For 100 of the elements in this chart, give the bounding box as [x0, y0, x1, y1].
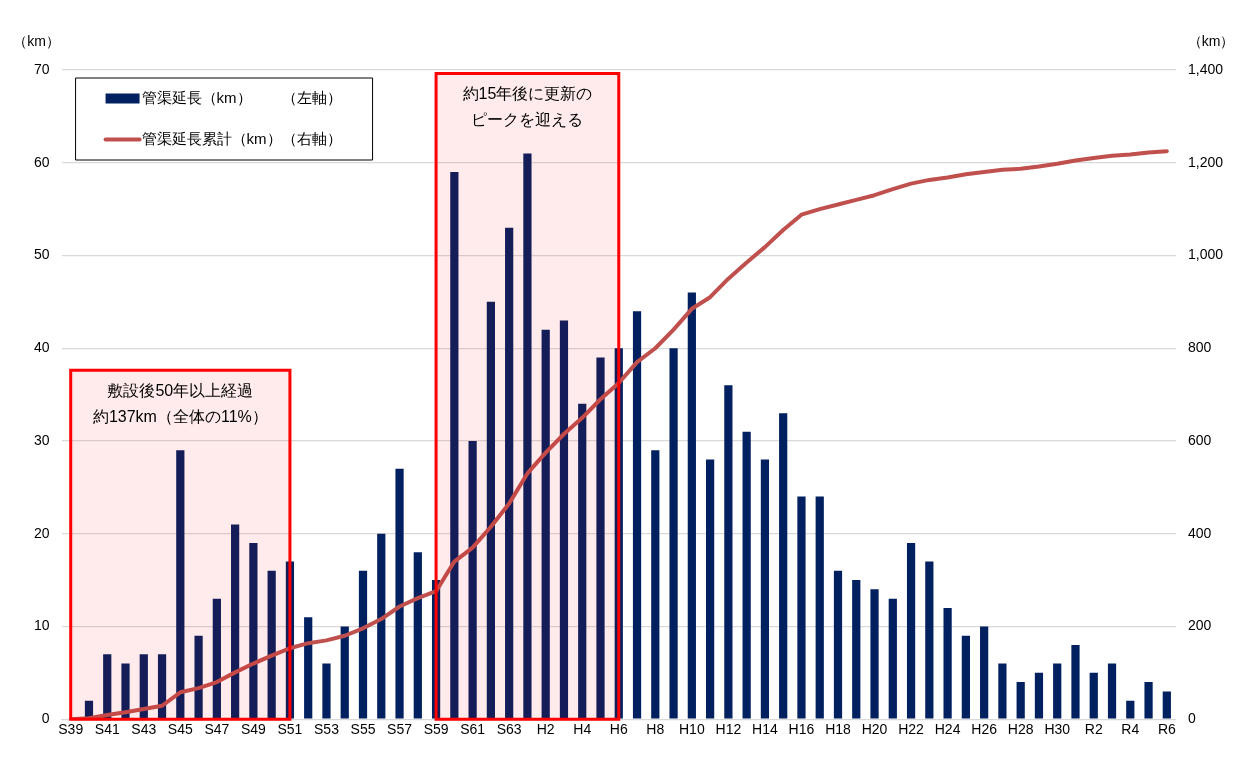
bar: [1089, 672, 1098, 719]
x-tick-label: S49: [240, 721, 267, 738]
x-tick-label: R2: [1084, 721, 1103, 738]
bar: [998, 663, 1007, 719]
bar: [1071, 645, 1080, 719]
bar: [322, 663, 331, 719]
y-tick-label: 30: [33, 431, 50, 448]
y2-tick-label: 1,200: [1187, 153, 1224, 170]
bar: [797, 496, 806, 719]
y-tick-label: 50: [33, 246, 50, 263]
legend-label: 管渠延長（km） （左軸）: [141, 88, 342, 106]
x-tick-label: H12: [715, 721, 742, 738]
x-tick-label: H18: [825, 721, 852, 738]
x-tick-label: H6: [609, 721, 628, 738]
bar: [559, 320, 569, 719]
bar: [706, 459, 715, 719]
bar: [1162, 691, 1171, 719]
x-tick-label: S63: [496, 721, 522, 738]
y2-tick-label: 400: [1187, 524, 1212, 541]
x-tick-label: H8: [646, 721, 665, 738]
y-tick-label: 0: [41, 710, 50, 727]
y-axis-title: （km）: [13, 32, 60, 49]
bar: [1016, 682, 1025, 719]
y2-tick-label: 200: [1187, 617, 1212, 634]
bar: [157, 654, 167, 719]
bar: [870, 589, 879, 719]
bar: [906, 542, 916, 719]
bar: [103, 654, 112, 719]
bar: [340, 626, 349, 719]
bar: [505, 227, 514, 719]
bar: [961, 635, 970, 719]
y2-tick-label: 1,400: [1187, 60, 1224, 77]
x-tick-label: H28: [1007, 721, 1034, 738]
x-tick-label: H22: [898, 721, 925, 738]
y2-axis-title: （km）: [1187, 32, 1235, 49]
bar: [596, 357, 605, 719]
bar: [486, 301, 495, 719]
x-tick-label: S57: [387, 721, 413, 738]
bar: [121, 663, 130, 719]
x-tick-label: H20: [861, 721, 888, 738]
y-tick-label: 40: [33, 339, 50, 356]
x-tick-label: H10: [679, 721, 705, 738]
y-tick-label: 70: [33, 60, 50, 77]
bar: [815, 496, 824, 719]
x-tick-label: S47: [204, 721, 230, 738]
x-tick-label: H14: [752, 721, 778, 738]
bar: [358, 570, 368, 719]
y2-tick-label: 800: [1187, 339, 1212, 356]
bar: [1053, 663, 1062, 719]
x-tick-label: H30: [1044, 721, 1071, 738]
y2-tick-label: 1,000: [1187, 246, 1224, 263]
bar: [943, 607, 952, 719]
bar: [833, 570, 843, 719]
x-tick-label: S61: [460, 721, 486, 738]
band-label: 約15年後に更新のピークを迎える: [462, 84, 593, 128]
bar: [724, 385, 733, 719]
bar: [1126, 700, 1135, 719]
bar: [413, 552, 422, 719]
y2-tick-label: 0: [1187, 710, 1196, 727]
bar: [541, 329, 550, 719]
bar: [852, 580, 861, 719]
x-tick-label: S39: [58, 721, 84, 738]
bar: [742, 431, 751, 719]
bar: [523, 153, 532, 719]
bar: [450, 172, 459, 719]
bar: [632, 311, 642, 719]
legend-label: 管渠延長累計（km）（右軸）: [141, 129, 342, 147]
bar: [687, 292, 696, 719]
bar: [980, 626, 989, 719]
y-tick-label: 60: [33, 153, 50, 170]
bar: [925, 561, 934, 719]
bar: [212, 598, 221, 719]
bar: [139, 654, 148, 719]
bar: [578, 403, 587, 719]
x-tick-label: H2: [536, 721, 555, 738]
x-tick-label: S53: [314, 721, 340, 738]
y-tick-label: 10: [33, 617, 50, 634]
bar: [1144, 682, 1153, 719]
bar: [779, 413, 788, 719]
bar: [377, 533, 386, 719]
band-label: 敷設後50年以上経過約137km（全体の11%）: [92, 381, 268, 425]
bar: [760, 459, 770, 719]
x-tick-label: S55: [350, 721, 376, 738]
x-tick-label: H4: [573, 721, 592, 738]
x-tick-label: H16: [788, 721, 815, 738]
bar: [194, 635, 203, 719]
bar: [1034, 672, 1044, 719]
bar: [249, 542, 258, 719]
bar: [468, 440, 477, 719]
x-tick-label: H26: [971, 721, 998, 738]
x-tick-label: S51: [277, 721, 303, 738]
bar: [888, 598, 897, 719]
bar: [669, 348, 678, 719]
bar: [395, 468, 404, 719]
bar: [304, 617, 313, 719]
x-tick-label: S59: [423, 721, 449, 738]
x-tick-label: S45: [167, 721, 193, 738]
y-tick-label: 20: [33, 524, 50, 541]
bar: [267, 570, 276, 719]
bar: [651, 450, 660, 719]
